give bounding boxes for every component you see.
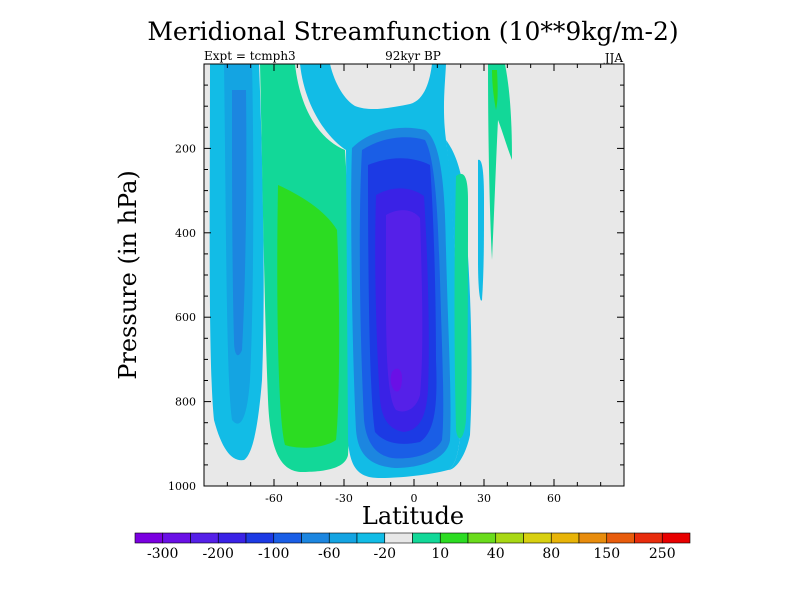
experiment-label: Expt = tcmph3 — [204, 49, 296, 63]
nh-upper-blue — [478, 159, 484, 301]
colorbar-tick-label: 250 — [649, 546, 676, 562]
colorbar-labels: -300 -200 -100 -60 -20 10 40 80 150 250 — [147, 546, 676, 562]
x-tick-label: -30 — [335, 492, 353, 505]
colorbar-swatch — [328, 532, 358, 544]
x-tick-label: 0 — [411, 492, 418, 505]
colorbar-swatch — [661, 532, 691, 544]
colorbar — [134, 532, 691, 544]
colorbar-tick-label: -200 — [203, 546, 234, 562]
chart-title: Meridional Streamfunction (10**9kg/m-2) — [147, 17, 678, 46]
colorbar-swatch — [523, 532, 552, 544]
colorbar-swatch — [550, 532, 580, 544]
colorbar-swatch — [578, 532, 608, 544]
y-axis-ticks: 200 400 600 800 1000 — [168, 84, 624, 493]
colorbar-swatch — [634, 532, 663, 544]
colorbar-swatch — [134, 532, 164, 544]
x-axis-ticks: -60 -30 0 30 60 — [203, 64, 625, 505]
colorbar-swatch — [162, 532, 191, 544]
colorbar-swatch — [273, 532, 302, 544]
colorbar-tick-label: 40 — [487, 546, 505, 562]
nh-green-strip — [454, 173, 468, 439]
y-tick-label: 600 — [175, 311, 196, 324]
colorbar-swatch — [245, 532, 275, 544]
colorbar-swatch — [412, 532, 441, 544]
x-tick-label: -60 — [265, 492, 283, 505]
nh-upper-green-core — [492, 70, 498, 110]
plot-frame — [203, 63, 625, 487]
colorbar-tick-label: -20 — [373, 546, 396, 562]
y-tick-label: 400 — [175, 227, 196, 240]
period-label: 92kyr BP — [385, 49, 441, 63]
colorbar-swatch — [384, 532, 413, 544]
y-tick-label: 1000 — [168, 480, 196, 493]
x-axis-label: Latitude — [362, 502, 464, 530]
colorbar-swatch — [190, 532, 219, 544]
colorbar-swatch — [467, 532, 497, 544]
y-tick-label: 200 — [175, 142, 196, 155]
plot-area: 200 400 600 800 1000 -60 -30 0 30 60 — [168, 63, 625, 505]
colorbar-tick-label: 150 — [593, 546, 620, 562]
colorbar-swatch — [356, 532, 386, 544]
x-tick-label: 60 — [547, 492, 561, 505]
colorbar-swatch — [495, 532, 524, 544]
y-axis-label: Pressure (in hPa) — [114, 170, 142, 380]
colorbar-swatch — [439, 532, 469, 544]
colorbar-swatch — [217, 532, 247, 544]
y-tick-label: 800 — [175, 396, 196, 409]
colorbar-swatch — [606, 532, 635, 544]
colorbar-swatch — [301, 532, 330, 544]
sh-cell-inner — [232, 90, 247, 356]
sh-positive-core — [277, 185, 340, 448]
x-tick-label: 30 — [477, 492, 491, 505]
hadley-cell-core — [390, 368, 402, 392]
hadley-cell-6 — [386, 210, 423, 412]
colorbar-tick-label: -100 — [258, 546, 289, 562]
season-label: JJA — [603, 51, 624, 65]
nh-upper-green — [488, 64, 512, 260]
colorbar-tick-label: 10 — [431, 546, 449, 562]
colorbar-tick-label: -300 — [147, 546, 178, 562]
contour-fills — [209, 64, 512, 478]
colorbar-tick-label: 80 — [542, 546, 560, 562]
colorbar-tick-label: -60 — [318, 546, 341, 562]
